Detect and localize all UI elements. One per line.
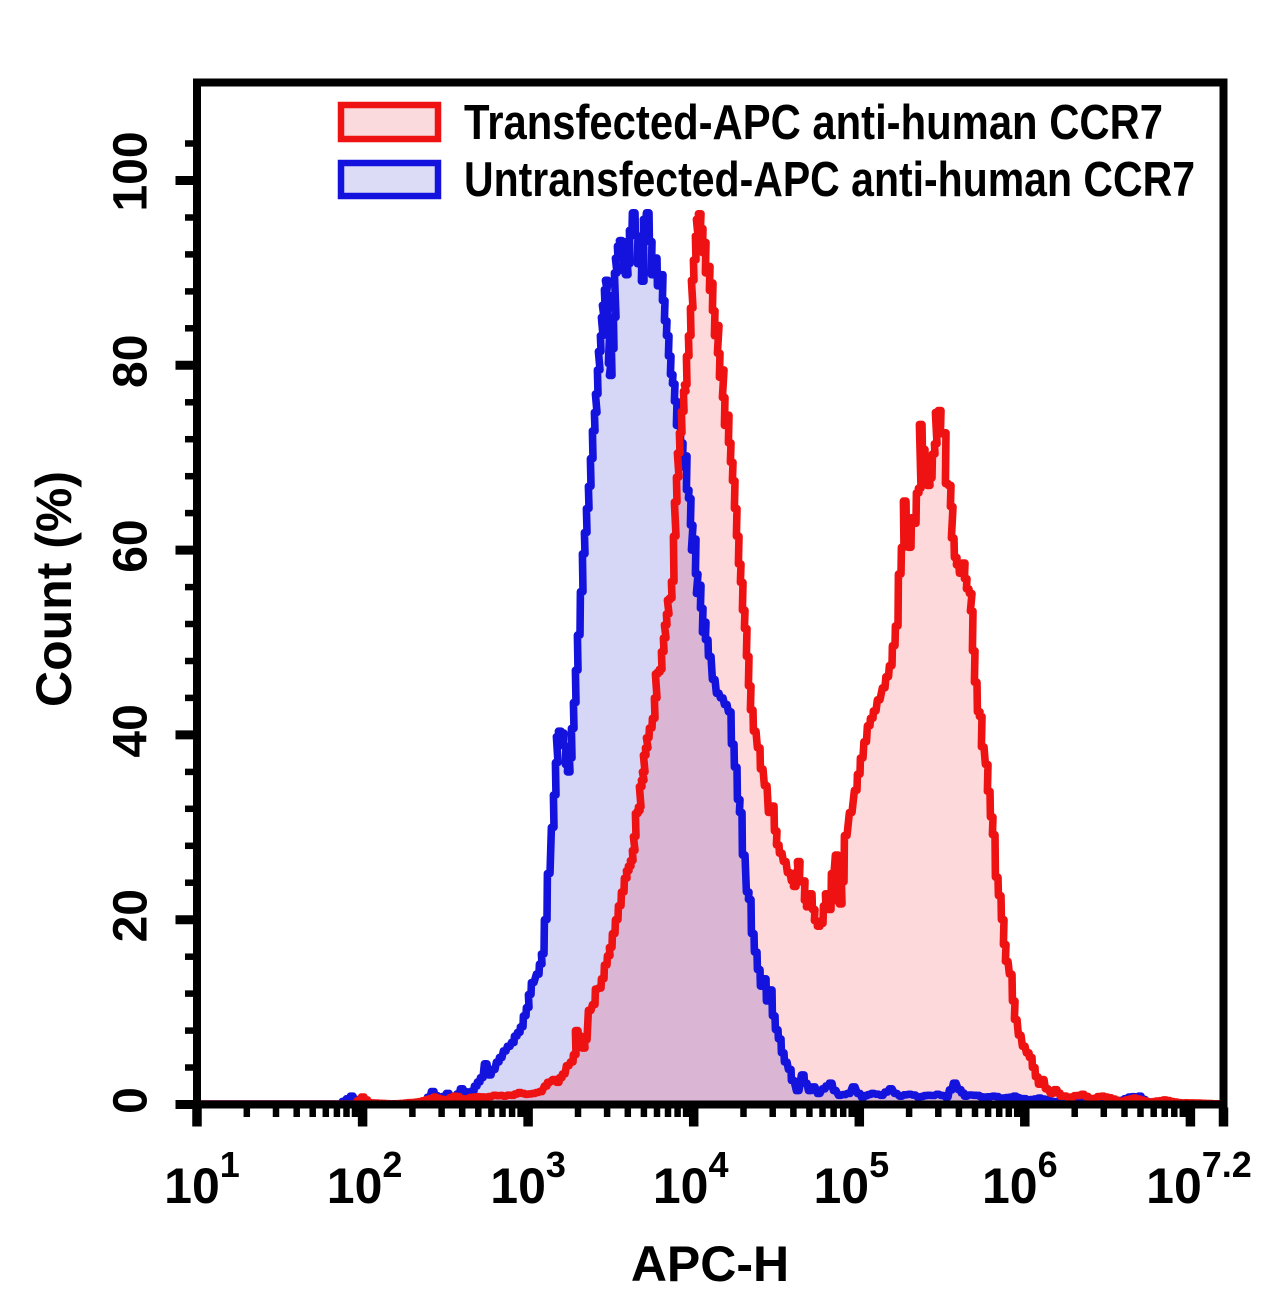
svg-text:100: 100: [105, 131, 158, 211]
svg-text:APC-H: APC-H: [631, 1236, 789, 1292]
svg-text:20: 20: [105, 889, 158, 942]
svg-text:80: 80: [105, 335, 158, 388]
svg-text:Untransfected-APC anti-human C: Untransfected-APC anti-human CCR7: [464, 153, 1195, 207]
svg-text:60: 60: [105, 519, 158, 572]
svg-text:40: 40: [105, 704, 158, 757]
svg-text:0: 0: [105, 1087, 158, 1114]
svg-text:Transfected-APC anti-human CCR: Transfected-APC anti-human CCR7: [464, 96, 1163, 150]
svg-text:Count (%): Count (%): [26, 471, 82, 707]
